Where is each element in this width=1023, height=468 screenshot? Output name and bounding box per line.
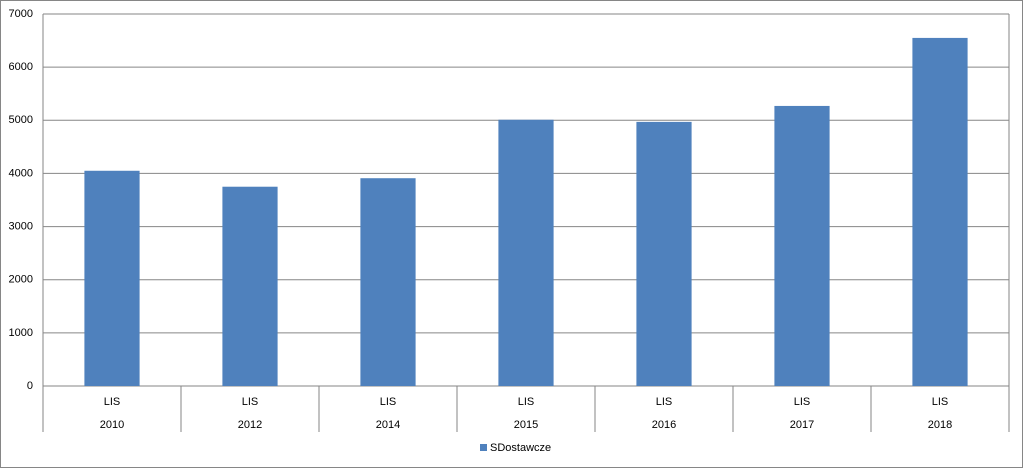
x-group-label: 2014	[376, 419, 400, 431]
y-tick-label: 6000	[9, 61, 33, 73]
x-tick-label: LIS	[932, 396, 949, 408]
bar	[636, 121, 692, 386]
bar	[498, 119, 554, 387]
y-tick-label: 5000	[9, 114, 33, 126]
y-tick-label: 7000	[9, 8, 33, 20]
x-group-label: 2015	[514, 419, 538, 431]
bar	[360, 178, 416, 386]
y-tick-label: 3000	[9, 220, 33, 232]
bar	[774, 105, 830, 387]
x-tick-label: LIS	[242, 396, 259, 408]
y-tick-label: 4000	[9, 167, 33, 179]
x-tick-label: LIS	[104, 396, 121, 408]
x-group-label: 2010	[100, 419, 124, 431]
x-group-label: 2012	[238, 419, 262, 431]
bar	[222, 186, 278, 386]
x-tick-label: LIS	[518, 396, 535, 408]
x-tick-label: LIS	[794, 396, 811, 408]
y-tick-label: 2000	[9, 274, 33, 286]
x-group-label: 2016	[652, 419, 676, 431]
bar	[912, 37, 968, 387]
y-tick-label: 0	[27, 380, 33, 392]
x-tick-label: LIS	[380, 396, 397, 408]
y-tick-label: 1000	[9, 327, 33, 339]
x-tick-label: LIS	[656, 396, 673, 408]
bar	[84, 170, 140, 386]
legend-swatch	[480, 444, 487, 451]
x-group-label: 2017	[790, 419, 814, 431]
legend-label: SDostawcze	[490, 442, 551, 454]
x-group-label: 2018	[928, 419, 952, 431]
